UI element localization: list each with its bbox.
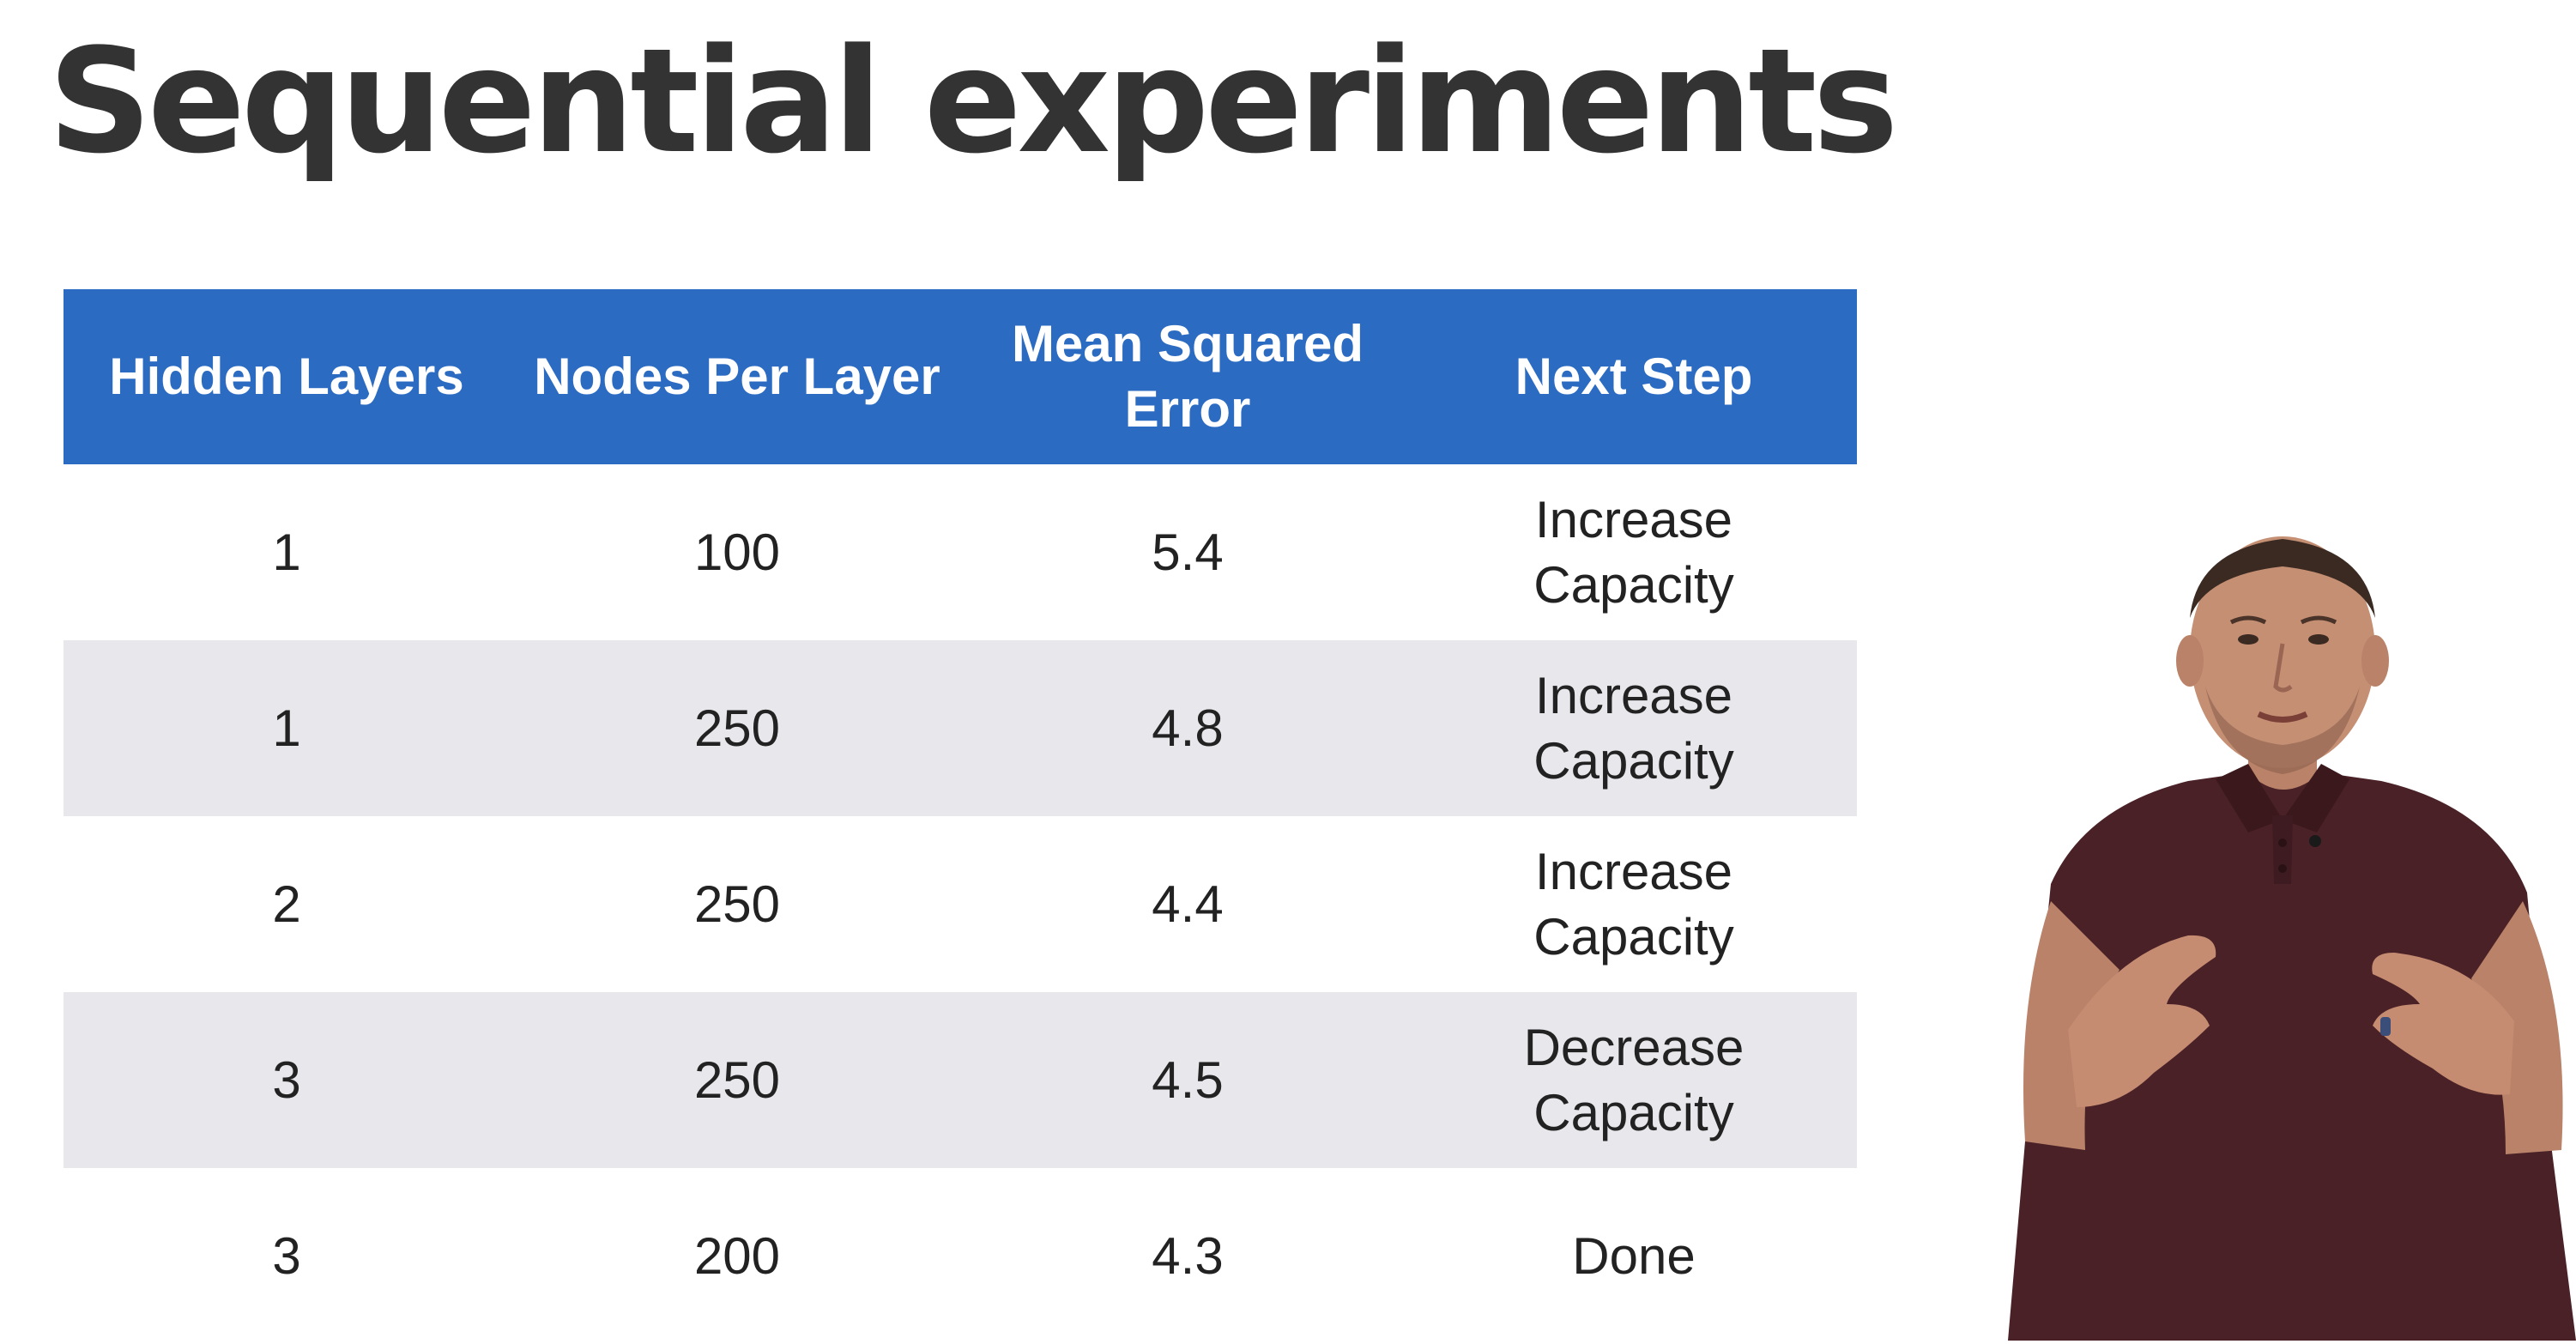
header-text: Error <box>1124 380 1251 438</box>
presenter-figure <box>2008 536 2576 1341</box>
next-step-text: Capacity <box>1533 907 1734 966</box>
next-step-text: Capacity <box>1533 731 1734 790</box>
cell-mse: 4.8 <box>1152 699 1224 757</box>
table-row: 3 200 4.3 Done <box>63 1168 1857 1344</box>
header-next-step: Next Step <box>1411 289 1857 464</box>
header-text: Nodes Per Layer <box>534 348 940 405</box>
header-mean-squared-error: Mean Squared Error <box>964 289 1411 464</box>
header-text: Mean Squared <box>1011 315 1364 372</box>
cell-mse: 4.4 <box>1152 875 1224 933</box>
cell-mse: 5.4 <box>1152 523 1224 581</box>
cell-hidden-layers: 1 <box>272 523 301 581</box>
next-step-text: Increase <box>1534 842 1733 900</box>
cell-next-step: Increase Capacity <box>1411 640 1857 816</box>
cell-nodes-per-layer: 250 <box>693 875 781 933</box>
cell-nodes-per-layer: 250 <box>693 699 781 757</box>
next-step-text: Increase <box>1534 666 1733 724</box>
table-header-row: Hidden Layers Nodes Per Layer Mean Squar… <box>63 289 1857 464</box>
next-step-text: Capacity <box>1533 555 1734 614</box>
cell-mse: 4.5 <box>1152 1050 1224 1109</box>
header-text: Hidden Layers <box>109 348 464 405</box>
cell-next-step: Done <box>1411 1168 1857 1344</box>
cell-hidden-layers: 3 <box>272 1050 301 1109</box>
cell-hidden-layers: 2 <box>272 875 301 933</box>
header-hidden-layers: Hidden Layers <box>63 289 510 464</box>
next-step-text: Increase <box>1534 490 1733 548</box>
cell-next-step: Increase Capacity <box>1411 816 1857 992</box>
table-row: 1 100 5.4 Increase Capacity <box>63 464 1857 640</box>
experiments-table: Hidden Layers Nodes Per Layer Mean Squar… <box>63 289 1857 1344</box>
cell-hidden-layers: 1 <box>272 699 301 757</box>
next-step-text: Done <box>1572 1226 1696 1285</box>
cell-hidden-layers: 3 <box>272 1226 301 1285</box>
header-text: Next Step <box>1515 348 1753 405</box>
table-row: 1 250 4.8 Increase Capacity <box>63 640 1857 816</box>
header-nodes-per-layer: Nodes Per Layer <box>510 289 964 464</box>
cell-next-step: Increase Capacity <box>1411 464 1857 640</box>
cell-next-step: Decrease Capacity <box>1411 992 1857 1168</box>
cell-nodes-per-layer: 100 <box>693 523 781 581</box>
table-row: 3 250 4.5 Decrease Capacity <box>63 992 1857 1168</box>
cell-nodes-per-layer: 250 <box>693 1050 781 1109</box>
table-row: 2 250 4.4 Increase Capacity <box>63 816 1857 992</box>
shirt-shape <box>2008 772 2576 1341</box>
next-step-text: Capacity <box>1533 1083 1734 1141</box>
cell-nodes-per-layer: 200 <box>693 1226 781 1285</box>
next-step-text: Decrease <box>1523 1018 1745 1076</box>
cell-mse: 4.3 <box>1152 1226 1224 1285</box>
slide-title: Sequential experiments <box>48 17 1899 185</box>
